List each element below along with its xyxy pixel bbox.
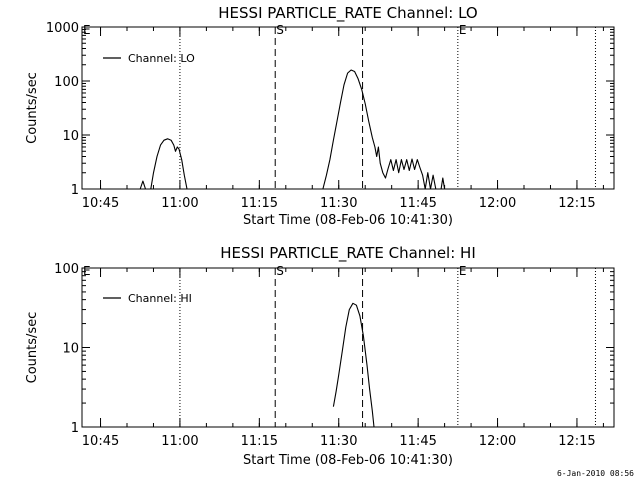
x-tick-label: 12:00 bbox=[479, 434, 516, 449]
x-tick-label: 11:30 bbox=[320, 196, 357, 211]
footer-timestamp: 6-Jan-2010 08:56 bbox=[556, 469, 634, 478]
series-line-segment bbox=[332, 302, 375, 428]
series-line-segment bbox=[322, 69, 437, 190]
x-tick-label: 12:00 bbox=[479, 196, 516, 211]
x-tick-label: 11:00 bbox=[161, 434, 198, 449]
marker-label: E bbox=[459, 23, 467, 37]
y-axis-label: Counts/sec bbox=[25, 72, 40, 144]
x-tick-label: 10:45 bbox=[82, 434, 119, 449]
x-axis-label: Start Time (08-Feb-06 10:41:30) bbox=[243, 453, 453, 468]
chart-title: HESSI PARTICLE_RATE Channel: HI bbox=[220, 244, 476, 263]
x-tick-label: 12:15 bbox=[558, 434, 595, 449]
x-tick-label: 11:15 bbox=[241, 196, 278, 211]
x-tick-label: 11:00 bbox=[161, 196, 198, 211]
chart-panel-2: HESSI PARTICLE_RATE Channel: HI Counts/se… bbox=[25, 244, 615, 468]
plot-frame bbox=[81, 26, 615, 190]
series-line-segment bbox=[150, 138, 188, 190]
edge-marker-label: E bbox=[83, 264, 91, 278]
legend-label: Channel: HI bbox=[128, 292, 192, 305]
y-tick-label: 1 bbox=[71, 183, 79, 198]
x-tick-label: 11:45 bbox=[399, 434, 436, 449]
marker-label: S bbox=[276, 264, 284, 278]
marker-label: E bbox=[459, 264, 467, 278]
y-tick-label: 100 bbox=[54, 75, 79, 90]
y-tick-label: 10 bbox=[62, 129, 79, 144]
chart-title: HESSI PARTICLE_RATE Channel: LO bbox=[218, 4, 477, 23]
y-tick-label: 10 bbox=[62, 342, 79, 357]
series-line-segment bbox=[139, 180, 147, 190]
legend: Channel: LO bbox=[103, 52, 195, 65]
y-tick-label: 1 bbox=[71, 421, 79, 436]
edge-marker-label: E bbox=[83, 23, 91, 37]
y-axis-label: Counts/sec bbox=[25, 312, 40, 384]
y-tick-label: 1000 bbox=[46, 21, 79, 36]
x-tick-label: 11:30 bbox=[320, 434, 357, 449]
legend: Channel: HI bbox=[103, 292, 192, 305]
x-tick-label: 11:45 bbox=[399, 196, 436, 211]
x-axis-label: Start Time (08-Feb-06 10:41:30) bbox=[243, 213, 453, 228]
series-line-segment bbox=[440, 177, 446, 190]
x-tick-label: 10:45 bbox=[82, 196, 119, 211]
chart-panel-1: HESSI PARTICLE_RATE Channel: LO Counts/se… bbox=[25, 4, 615, 228]
marker-label: S bbox=[276, 23, 284, 37]
x-tick-label: 12:15 bbox=[558, 196, 595, 211]
legend-label: Channel: LO bbox=[128, 52, 195, 65]
y-tick-label: 100 bbox=[54, 262, 79, 277]
x-tick-label: 11:15 bbox=[241, 434, 278, 449]
